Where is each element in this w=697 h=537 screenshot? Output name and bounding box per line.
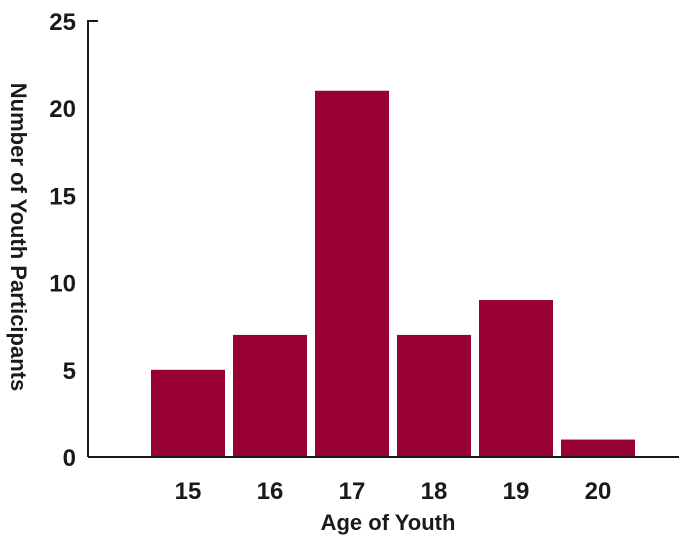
y-tick-label: 15 — [49, 183, 76, 210]
bar-20 — [561, 439, 635, 457]
y-tick-label: 0 — [63, 445, 76, 472]
y-axis-ticks: 0 5 10 15 20 25 — [49, 9, 76, 472]
y-axis-title: Number of Youth Participants — [6, 83, 31, 391]
bar-18 — [397, 334, 471, 457]
bar-15 — [151, 369, 225, 457]
x-tick-label: 20 — [585, 478, 612, 505]
bar-17 — [315, 90, 389, 457]
y-tick-label: 25 — [49, 9, 76, 36]
x-tick-label: 17 — [339, 478, 366, 505]
x-tick-label: 15 — [175, 478, 202, 505]
x-tick-label: 16 — [257, 478, 284, 505]
bar-19 — [479, 300, 553, 457]
bar-16 — [233, 334, 307, 457]
bars-group — [151, 90, 635, 457]
x-axis-title: Age of Youth — [321, 510, 456, 535]
y-tick-label: 20 — [49, 96, 76, 123]
x-tick-label: 19 — [503, 478, 530, 505]
y-tick-label: 10 — [49, 271, 76, 298]
x-axis-ticks: 15 16 17 18 19 20 — [175, 478, 612, 505]
y-tick-label: 5 — [63, 358, 76, 385]
x-tick-label: 18 — [421, 478, 448, 505]
